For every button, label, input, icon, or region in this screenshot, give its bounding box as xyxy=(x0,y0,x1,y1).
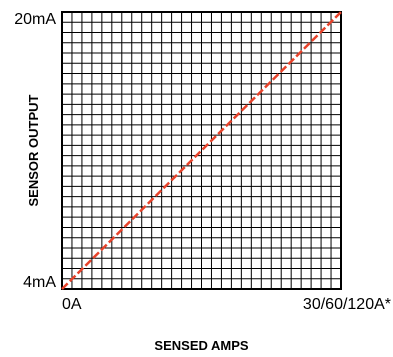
y-tick-label-min: 4mA xyxy=(23,274,56,291)
y-axis-title: SENSOR OUTPUT xyxy=(26,94,41,206)
plot-frame xyxy=(61,11,342,290)
x-axis-title: SENSED AMPS xyxy=(154,338,248,353)
grid-lines xyxy=(62,12,341,289)
x-tick-label-max: 30/60/120A* xyxy=(303,296,391,313)
x-tick-label-min: 0A xyxy=(62,296,82,313)
y-tick-label-max: 20mA xyxy=(14,11,56,28)
